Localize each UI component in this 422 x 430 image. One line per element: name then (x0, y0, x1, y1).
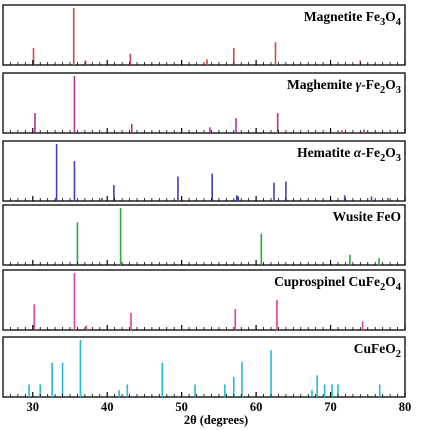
panel-frame (2, 204, 406, 266)
panel-label-part: 2 (380, 153, 385, 164)
panel-label-part: 2 (380, 282, 385, 293)
x-tick-label: 80 (399, 400, 412, 414)
panel-label-part: Maghemite (287, 77, 356, 92)
panel-label-part: -Fe (361, 145, 380, 160)
panel: Magnetite Fe3O4 (2, 4, 406, 66)
x-tick-label: 70 (324, 400, 337, 414)
panel-label: Cuprospinel CuFe2O4 (274, 274, 402, 293)
panel-frame (2, 72, 406, 134)
panel-label-part: O (385, 9, 396, 24)
panel-label: Hematite α-Fe2O3 (297, 145, 401, 164)
panel: CuFeO2 (2, 336, 406, 398)
panel-frame (2, 4, 406, 66)
x-axis-title: 2θ (degrees) (184, 413, 248, 427)
panel-label: Maghemite γ-Fe2O3 (287, 77, 401, 96)
panel-label-part: Cuprospinel CuFe (274, 274, 380, 289)
panel-label-part: 3 (380, 17, 385, 28)
panel-label-part: Wusite FeO (333, 209, 401, 224)
panel-label-part: γ (356, 77, 362, 92)
panel-label-part: CuFeO (354, 341, 396, 356)
panel-label: Magnetite Fe3O4 (304, 9, 402, 28)
panel-label-part: Hematite (297, 145, 354, 160)
panel-label-part: 2 (380, 85, 385, 96)
x-axis: 30 40 50 60 70 80 (27, 400, 412, 414)
panel-label-part: O (385, 274, 396, 289)
x-tick-label: 40 (101, 400, 114, 414)
panel-label: CuFeO2 (354, 341, 401, 360)
panel-label-part: Magnetite Fe (304, 9, 380, 24)
x-tick-label: 50 (175, 400, 188, 414)
panel-label-part: 4 (396, 282, 402, 293)
panel: Hematite α-Fe2O3 (2, 140, 406, 202)
panel-label-part: 3 (396, 85, 401, 96)
panel-label-part: O (385, 77, 396, 92)
panel-label-part: -Fe (361, 77, 380, 92)
panel-label: Wusite FeO (333, 209, 401, 224)
x-tick-label: 60 (250, 400, 263, 414)
panel-label-part: 4 (396, 17, 402, 28)
panel: Maghemite γ-Fe2O3 (2, 72, 406, 134)
panel: Cuprospinel CuFe2O4 (2, 269, 406, 331)
panel-label-part: 3 (396, 153, 401, 164)
panel-label-part: O (385, 145, 396, 160)
panel-label-part: 2 (396, 349, 401, 360)
panel-label-part: α (354, 145, 362, 160)
x-tick-label: 30 (27, 400, 40, 414)
panel: Wusite FeO (2, 204, 406, 266)
